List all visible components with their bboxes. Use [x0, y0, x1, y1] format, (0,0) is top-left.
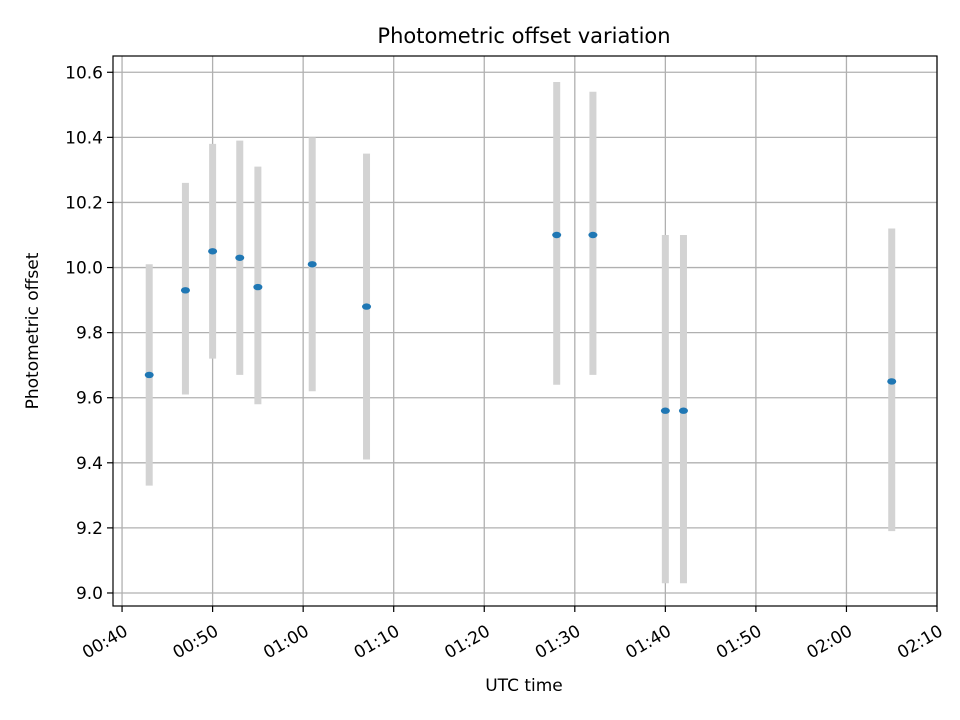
data-point: [208, 248, 218, 255]
data-point: [552, 231, 562, 239]
y-tick-label: 10.2: [65, 193, 103, 213]
plot-frame: [112, 55, 938, 607]
y-axis-ticks: 9.0 9.2 9.4 9.6 9.8 10.0 10.2 10.4 10.6: [65, 63, 113, 604]
data-point: [144, 371, 154, 379]
y-axis-label: Photometric offset: [23, 252, 43, 409]
y-tick-label: 9.8: [76, 324, 103, 344]
data-point: [678, 407, 688, 414]
y-tick-label: 9.0: [76, 584, 103, 604]
chart-title: Photometric offset variation: [377, 24, 670, 48]
x-axis-label: UTC time: [485, 676, 563, 696]
data-point: [588, 231, 598, 239]
data-point: [180, 287, 190, 294]
y-tick-label: 10.4: [65, 128, 103, 148]
y-tick-label: 9.2: [76, 519, 103, 539]
data-point: [307, 261, 317, 268]
y-tick-label: 10.0: [65, 259, 103, 279]
grid-lines: [113, 56, 938, 606]
data-point: [253, 283, 263, 291]
data-point: [235, 254, 245, 261]
y-tick-label: 10.6: [65, 63, 103, 83]
data-point: [887, 378, 897, 385]
data-points: [144, 231, 897, 414]
data-point: [660, 407, 670, 414]
data-point: [362, 303, 372, 310]
y-tick-label: 9.6: [76, 389, 103, 409]
y-tick-label: 9.4: [76, 454, 103, 474]
